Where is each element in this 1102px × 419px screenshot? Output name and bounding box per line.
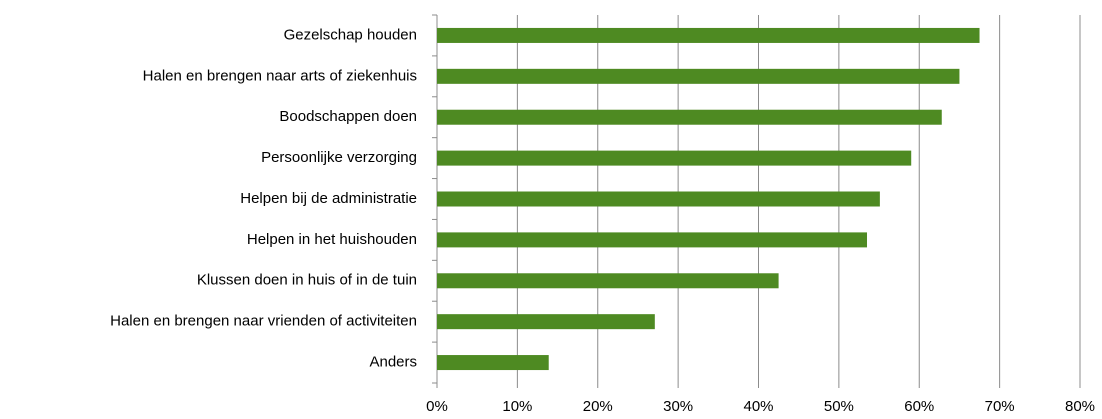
x-tick-label: 80% (1065, 398, 1095, 415)
y-tick-label: Anders (369, 354, 417, 371)
x-tick-label: 70% (985, 398, 1015, 415)
bar (437, 355, 549, 371)
bar (437, 150, 912, 166)
y-tick-label: Boodschappen doen (279, 108, 417, 125)
bar (437, 68, 960, 84)
x-tick-label: 20% (583, 398, 613, 415)
y-tick-label: Helpen bij de administratie (240, 190, 417, 207)
bar (437, 273, 779, 289)
y-tick-label: Helpen in het huishouden (247, 231, 417, 248)
x-tick-label: 30% (663, 398, 693, 415)
y-tick-label: Halen en brengen naar arts of ziekenhuis (143, 67, 417, 84)
x-tick-label: 0% (426, 398, 448, 415)
x-tick-label: 10% (502, 398, 532, 415)
bar (437, 109, 942, 125)
x-tick-label: 60% (904, 398, 934, 415)
y-tick-label: Klussen doen in huis of in de tuin (197, 272, 417, 289)
y-tick-label: Gezelschap houden (284, 26, 417, 43)
y-tick-label: Halen en brengen naar vrienden of activi… (110, 313, 417, 330)
bar (437, 191, 880, 207)
x-tick-label: 50% (824, 398, 854, 415)
y-tick-label: Persoonlijke verzorging (261, 149, 417, 166)
bar (437, 314, 655, 330)
bar (437, 232, 868, 248)
x-tick-label: 40% (743, 398, 773, 415)
bar (437, 27, 980, 43)
